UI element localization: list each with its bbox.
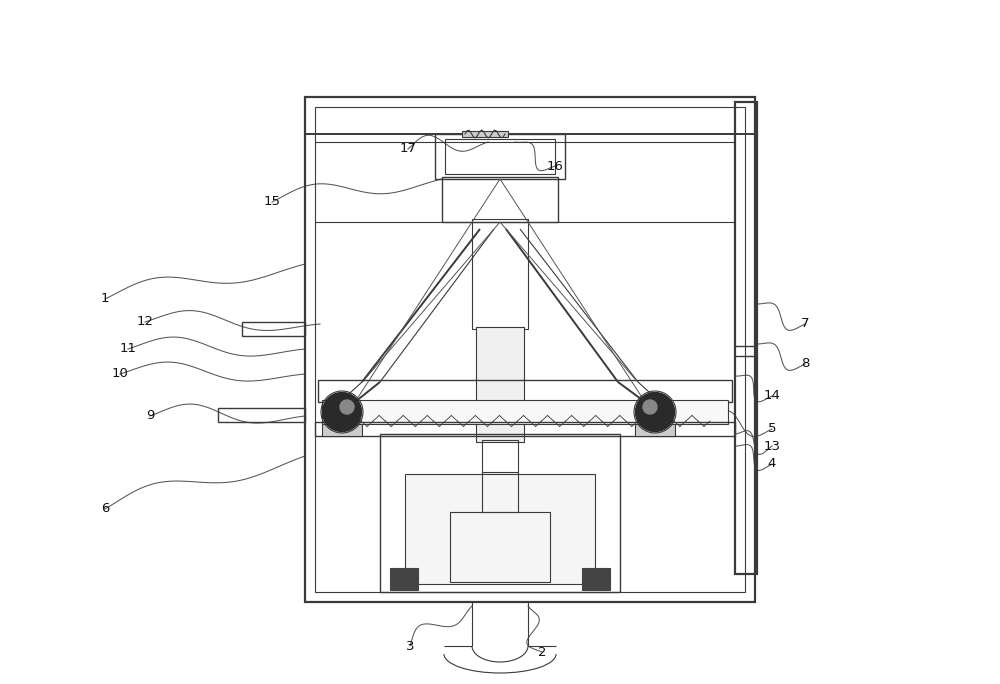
Bar — [315, 107, 745, 592]
Bar — [405, 474, 595, 584]
Bar — [318, 380, 732, 402]
Text: 5: 5 — [768, 423, 776, 436]
Bar — [476, 327, 524, 442]
Bar — [445, 139, 555, 174]
Bar — [380, 434, 620, 592]
Circle shape — [322, 393, 362, 432]
Text: 12: 12 — [136, 315, 154, 328]
Bar — [482, 440, 518, 474]
Bar — [322, 424, 362, 436]
Bar — [242, 322, 305, 336]
Bar — [462, 131, 508, 137]
Circle shape — [636, 393, 674, 432]
Bar — [472, 219, 528, 329]
Text: 17: 17 — [400, 142, 416, 155]
Bar — [482, 472, 518, 512]
Bar — [435, 134, 565, 179]
Text: 11: 11 — [120, 343, 136, 356]
Text: 9: 9 — [146, 410, 154, 423]
Text: 3: 3 — [406, 640, 414, 653]
Bar — [315, 422, 735, 436]
Bar — [635, 424, 675, 436]
Text: 8: 8 — [801, 358, 809, 371]
Text: 2: 2 — [538, 646, 546, 659]
Text: 14: 14 — [764, 389, 780, 402]
Text: 7: 7 — [801, 317, 809, 330]
Text: 15: 15 — [264, 196, 280, 209]
Text: 16: 16 — [547, 159, 563, 172]
Bar — [322, 400, 728, 424]
Text: 4: 4 — [768, 458, 776, 471]
Text: 6: 6 — [101, 503, 109, 516]
Bar — [450, 512, 550, 582]
Bar — [218, 408, 305, 422]
Text: 13: 13 — [764, 440, 780, 453]
Bar — [582, 568, 610, 590]
Bar — [305, 97, 755, 602]
Bar — [390, 568, 418, 590]
Circle shape — [340, 400, 354, 414]
Bar — [442, 177, 558, 222]
Text: 10: 10 — [112, 367, 128, 380]
Bar — [735, 102, 757, 574]
Circle shape — [643, 400, 657, 414]
Text: 1: 1 — [101, 293, 109, 306]
